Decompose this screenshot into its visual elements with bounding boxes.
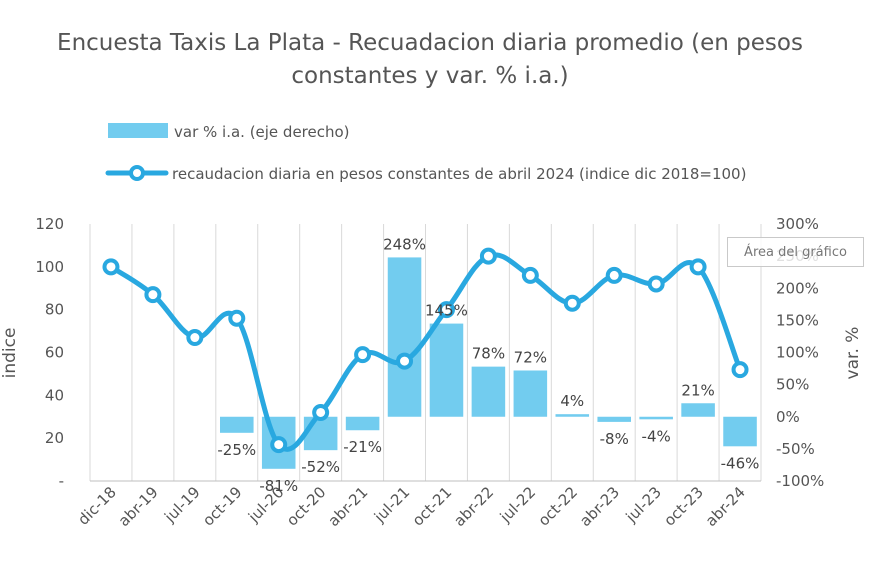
bar — [723, 416, 757, 447]
line-point — [312, 403, 330, 421]
line-point — [437, 301, 455, 319]
x-tick-label: jul-23 — [622, 483, 665, 526]
x-tick-label: oct-21 — [409, 483, 456, 530]
chart-title-line-2: constantes y var. % i.a.) — [291, 63, 568, 89]
y-tick-label: 80 — [45, 301, 64, 319]
x-tick-label: jul-22 — [496, 483, 539, 526]
x-tick-label: jul-21 — [370, 483, 413, 526]
line-point — [689, 258, 707, 276]
bar — [220, 416, 254, 433]
chart-title-line-1: Encuesta Taxis La Plata - Recuadacion di… — [57, 30, 803, 56]
x-tick-label: oct-23 — [660, 483, 707, 530]
line-point — [731, 361, 749, 379]
y2-tick-label: 200% — [776, 279, 819, 297]
line-point — [102, 258, 120, 276]
legend-bar-label: var % i.a. (eje derecho) — [174, 123, 350, 141]
bar — [597, 416, 631, 422]
line-point — [479, 247, 497, 265]
x-tick-label: dic-18 — [74, 483, 120, 529]
line-point — [647, 275, 665, 293]
bar-data-label: -21% — [343, 438, 382, 456]
y2-tick-label: 100% — [776, 344, 819, 362]
line-point — [270, 436, 288, 454]
y2-axis-title: var. % — [843, 327, 863, 380]
bar-data-label: 4% — [560, 392, 584, 410]
line-point — [605, 266, 623, 284]
bar — [681, 403, 715, 417]
bar — [471, 366, 506, 417]
bar-data-label: 145% — [425, 302, 468, 320]
legend-bar-swatch — [108, 123, 168, 138]
bar-data-label: -4% — [642, 427, 671, 445]
line-point — [354, 346, 372, 364]
legend: var % i.a. (eje derecho) recaudacion dia… — [105, 123, 746, 183]
y-tick-label: 20 — [45, 429, 64, 447]
plot-area: - 20 40 60 80 100 120 -100% -50% 0% 50% 100% 150% 200… — [35, 215, 824, 530]
legend-line-marker — [129, 165, 145, 181]
bar — [429, 323, 464, 417]
x-tick-label: abr-21 — [324, 483, 371, 530]
x-tick-label: oct-22 — [535, 483, 582, 530]
line-point — [186, 329, 204, 347]
y2-tick-label: 150% — [776, 311, 819, 329]
y-tick-label: 40 — [45, 386, 64, 404]
bar-data-label: -52% — [301, 458, 340, 476]
x-tick-label: abr-23 — [576, 483, 623, 530]
bar-data-label: 248% — [383, 235, 426, 253]
bar-data-label: 21% — [681, 381, 714, 399]
y2-tick-label: 0% — [776, 408, 800, 426]
bar — [345, 416, 380, 431]
y2-tick-label: -50% — [776, 440, 815, 458]
bar — [303, 416, 338, 451]
bar-data-label: 72% — [514, 348, 547, 366]
y-tick-label: 100 — [35, 258, 64, 276]
y-tick-label: 120 — [35, 215, 64, 233]
y-tick-label: - — [59, 472, 64, 490]
line-point — [144, 286, 162, 304]
y2-tick-label: 300% — [776, 215, 819, 233]
line-point — [228, 309, 246, 327]
bar-data-label: -8% — [600, 430, 629, 448]
y2-tick-label: -100% — [776, 472, 824, 490]
line-point — [563, 294, 581, 312]
bar-data-label: 78% — [472, 345, 505, 363]
legend-line-label: recaudacion diaria en pesos constantes d… — [172, 165, 746, 183]
bar-data-label: -46% — [721, 454, 760, 472]
bar-data-label: -25% — [217, 441, 256, 459]
chart-area-tooltip: Área del gráfico — [727, 237, 864, 267]
y-tick-label: 60 — [45, 344, 64, 362]
y2-tick-label: 50% — [776, 376, 809, 394]
bar — [513, 370, 548, 417]
line-point — [521, 266, 539, 284]
x-tick-label: abr-22 — [450, 483, 497, 530]
series-line — [109, 252, 743, 452]
x-tick-label: oct-19 — [199, 483, 246, 530]
x-tick-label: abr-19 — [115, 483, 162, 530]
bar — [555, 414, 590, 417]
bar — [387, 257, 422, 417]
bar — [639, 416, 673, 420]
y-axis-title: indice — [0, 328, 20, 379]
x-tick-label: abr-24 — [702, 483, 749, 530]
x-tick-label: jul-19 — [160, 483, 203, 526]
line-point — [396, 352, 414, 370]
bar-data-label: -81% — [259, 477, 298, 495]
